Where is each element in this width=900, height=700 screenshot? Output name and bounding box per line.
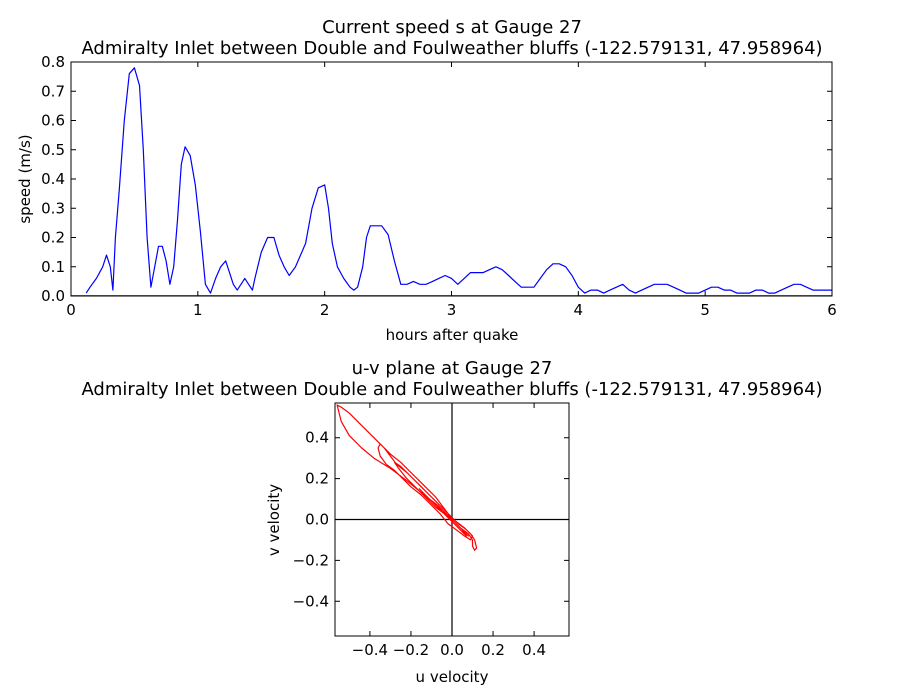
speed-y-tick-label: 0.5 xyxy=(41,141,65,159)
speed-plot-area xyxy=(71,67,832,296)
uv-chart-title-line-1: u-v plane at Gauge 27 xyxy=(352,358,553,379)
uv-y-tick-label: 0.0 xyxy=(305,511,329,529)
uv-chart: u-v plane at Gauge 27 Admiralty Inlet be… xyxy=(81,358,822,686)
speed-series-line xyxy=(85,67,832,294)
uv-plot-area xyxy=(335,403,569,636)
uv-y-tick-label: −0.2 xyxy=(293,551,329,569)
uv-x-tick-label: 0.2 xyxy=(481,641,505,659)
uv-x-tick-label: −0.4 xyxy=(352,641,388,659)
speed-x-tick-label: 2 xyxy=(320,301,330,319)
speed-x-tick-label: 6 xyxy=(827,301,837,319)
speed-x-axis-label: hours after quake xyxy=(386,326,519,344)
uv-y-tick-label: −0.4 xyxy=(293,592,329,610)
speed-x-tick-label: 4 xyxy=(574,301,584,319)
uv-y-tick-label: 0.4 xyxy=(305,429,329,447)
speed-y-tick-label: 0.7 xyxy=(41,82,65,100)
speed-y-tick-label: 0.6 xyxy=(41,112,65,130)
speed-y-axis-label: speed (m/s) xyxy=(16,134,34,223)
uv-x-ticks: −0.4 −0.2 0.0 0.2 0.4 xyxy=(352,403,546,659)
uv-x-axis-label: u velocity xyxy=(416,668,489,686)
speed-chart: Current speed s at Gauge 27 Admiralty In… xyxy=(16,17,837,344)
speed-y-tick-label: 0.3 xyxy=(41,199,65,217)
uv-y-tick-label: 0.2 xyxy=(305,470,329,488)
uv-x-tick-label: 0.4 xyxy=(522,641,546,659)
speed-x-ticks: 0 1 2 3 4 5 6 xyxy=(66,62,837,319)
uv-chart-title-line-2: Admiralty Inlet between Double and Foulw… xyxy=(81,379,822,400)
speed-y-tick-label: 0.1 xyxy=(41,258,65,276)
speed-y-tick-label: 0.4 xyxy=(41,170,65,188)
uv-trajectory-line xyxy=(336,404,478,551)
uv-y-ticks: −0.4 −0.2 0.0 0.2 0.4 xyxy=(293,429,569,610)
speed-x-tick-label: 0 xyxy=(66,301,76,319)
speed-x-tick-label: 1 xyxy=(193,301,203,319)
speed-y-ticks: 0.0 0.1 0.2 0.3 0.4 0.5 0.6 0.7 0.8 xyxy=(41,53,832,305)
uv-y-axis-label: v velocity xyxy=(265,484,283,556)
speed-chart-title-line-2: Admiralty Inlet between Double and Foulw… xyxy=(81,38,822,59)
speed-x-tick-label: 5 xyxy=(700,301,710,319)
speed-x-tick-label: 3 xyxy=(447,301,457,319)
speed-chart-title-line-1: Current speed s at Gauge 27 xyxy=(322,17,582,38)
uv-x-tick-label: −0.2 xyxy=(393,641,429,659)
speed-y-tick-label: 0.2 xyxy=(41,229,65,247)
speed-y-tick-label: 0.0 xyxy=(41,287,65,305)
speed-y-tick-label: 0.8 xyxy=(41,53,65,71)
uv-x-tick-label: 0.0 xyxy=(440,641,464,659)
